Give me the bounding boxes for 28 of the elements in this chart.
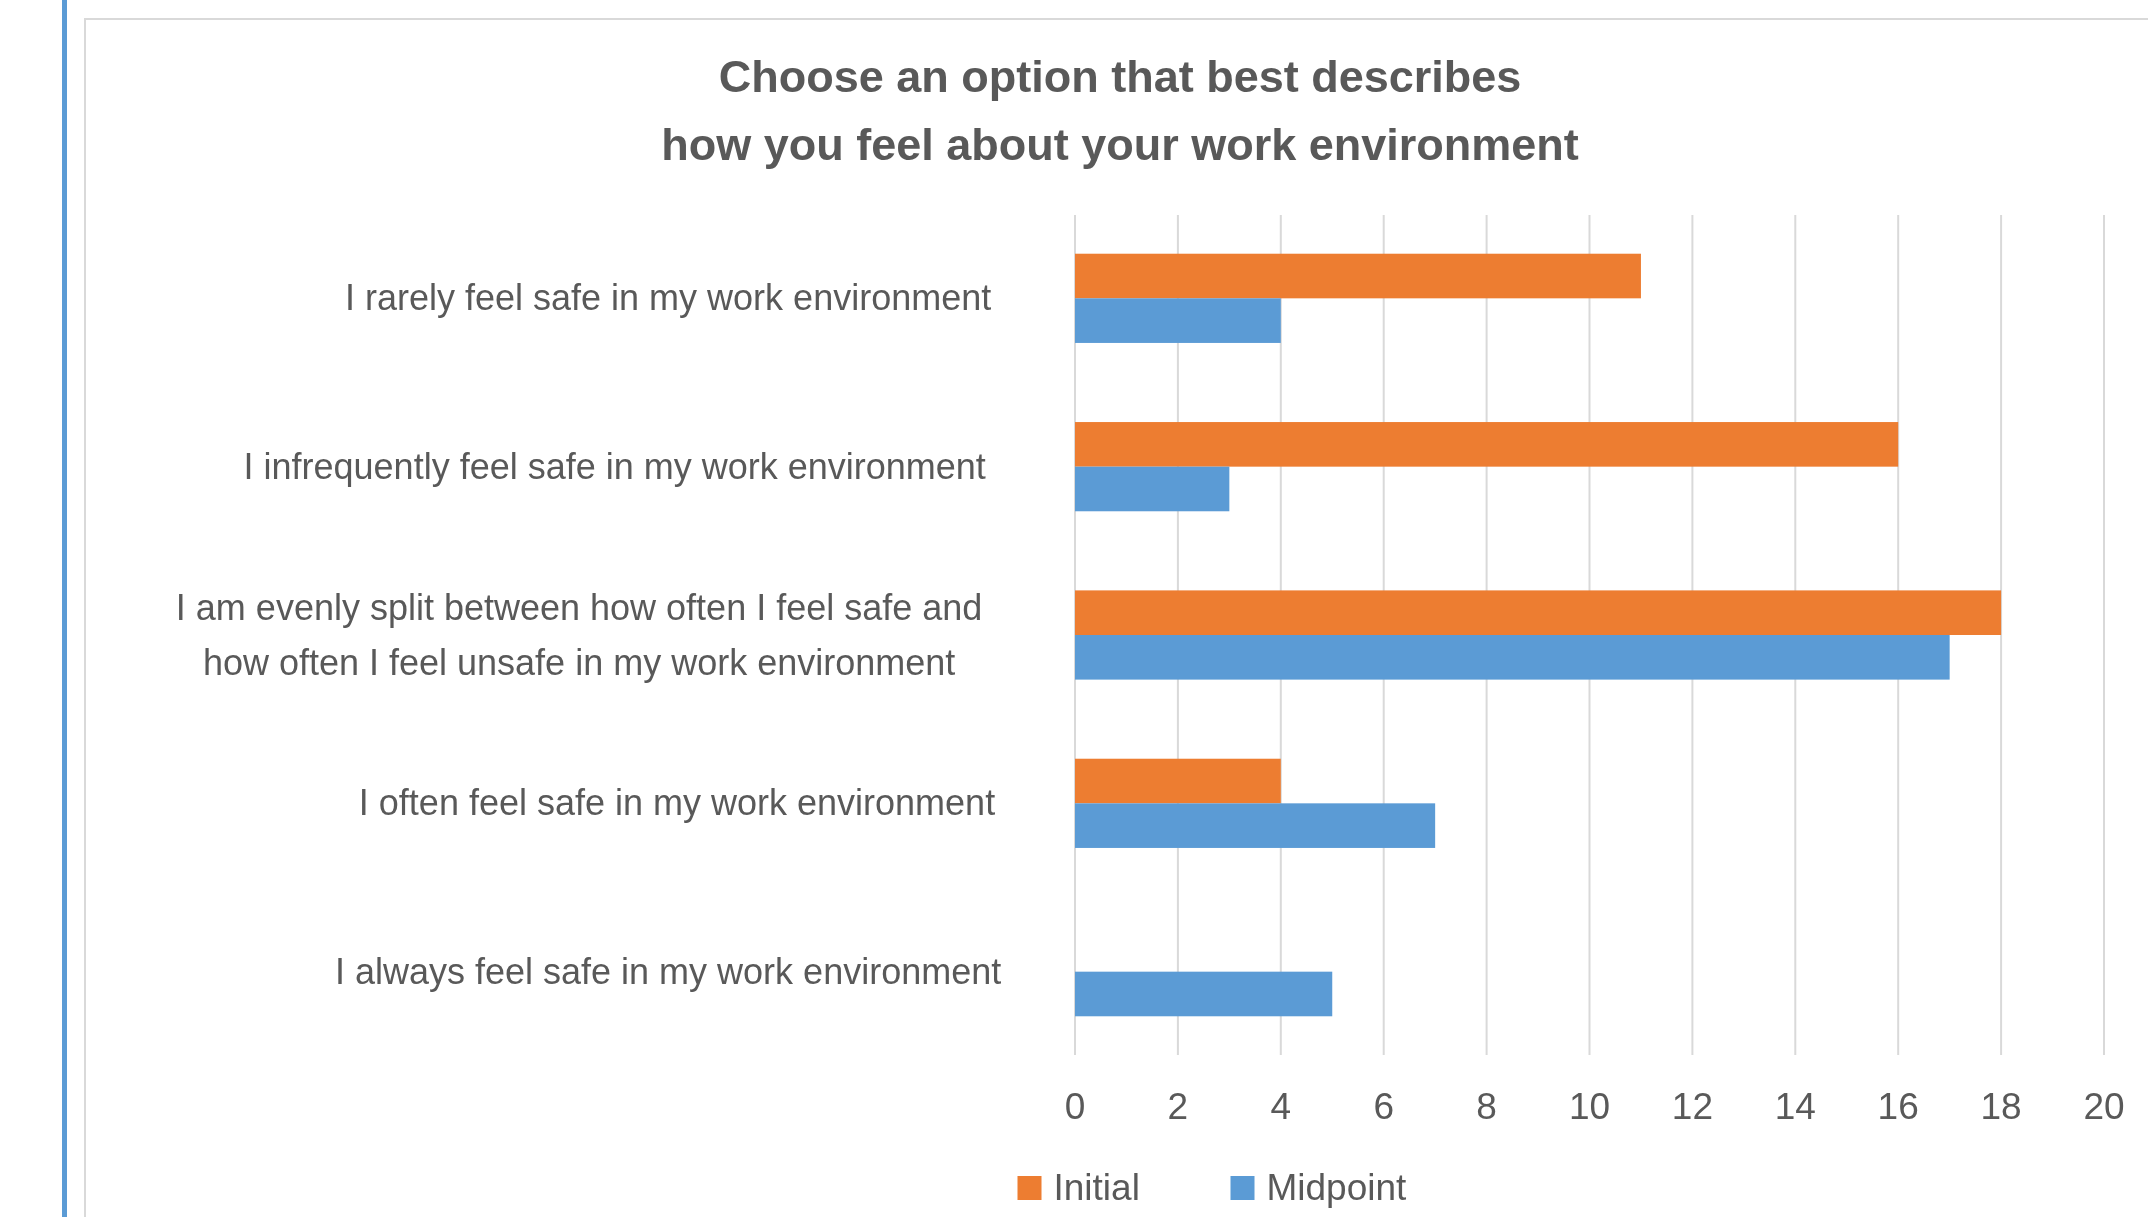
x-tick-label: 14	[1774, 1086, 1816, 1127]
x-tick-label: 18	[1980, 1086, 2022, 1127]
y-tick-label: I infrequently feel safe in my work environment	[243, 445, 986, 487]
y-tick-label: I rarely feel safe in my work environment	[344, 277, 992, 319]
x-tick-label: 20	[2083, 1086, 2125, 1127]
bar	[1075, 635, 1950, 680]
bar	[1075, 466, 1230, 512]
x-tick-label: 2	[1167, 1086, 1189, 1127]
x-tick-label: 6	[1373, 1086, 1394, 1127]
x-tick-label: 10	[1568, 1086, 1611, 1127]
y-tick-label: I often feel safe in my work environment	[358, 782, 996, 824]
x-tick-label: 12	[1671, 1086, 1713, 1127]
y-tick-label: I am evenly split between how often I feel safe and how often I feel unsafe in my work environment	[175, 586, 983, 683]
legend-label: Initial	[1053, 1167, 1140, 1208]
bar	[1075, 422, 1899, 467]
bar	[1075, 758, 1281, 804]
bar	[1075, 298, 1281, 343]
bar	[1075, 971, 1333, 1017]
x-tick-label: 4	[1270, 1086, 1292, 1127]
bar	[1075, 253, 1641, 299]
legend-label: Midpoint	[1266, 1167, 1408, 1208]
y-tick-label: I always feel safe in my work environment	[334, 950, 1002, 992]
chart-title: Choose an option that best describes how you feel about your work environment	[661, 51, 1579, 170]
x-tick-label: 0	[1064, 1086, 1086, 1127]
bar	[1075, 590, 2002, 635]
x-tick-label: 16	[1877, 1086, 1919, 1127]
x-tick-label: 8	[1476, 1086, 1497, 1127]
bar	[1075, 803, 1436, 848]
